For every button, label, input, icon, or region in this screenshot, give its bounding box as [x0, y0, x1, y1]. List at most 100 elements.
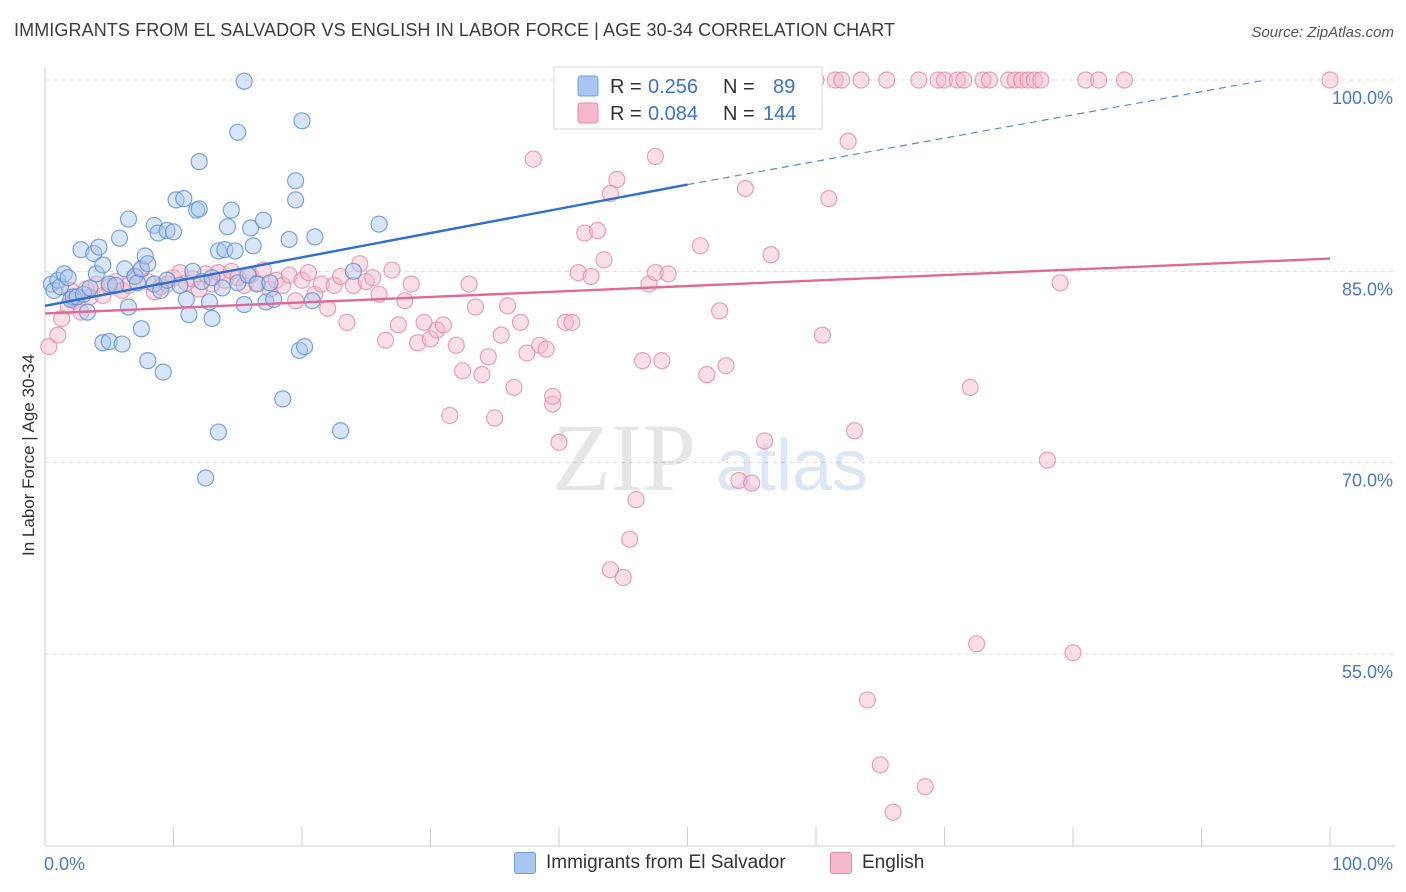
english-point: [582, 267, 600, 286]
english-point: [556, 313, 575, 331]
bottom-legend-el-salvador[interactable]: Immigrants from El Salvador: [514, 852, 786, 874]
el-salvador-point: [90, 238, 108, 256]
legend-r-label-blue: R =: [610, 76, 642, 98]
english-point: [299, 264, 318, 282]
watermark-zip: ZIP: [552, 404, 696, 511]
el-salvador-point: [344, 262, 362, 280]
english-point: [415, 313, 433, 331]
english-point: [691, 237, 709, 255]
english-point: [389, 316, 407, 334]
english-point: [884, 803, 902, 821]
el-salvador-point: [261, 274, 279, 292]
el-salvador-point: [139, 352, 157, 370]
el-salvador-point: [229, 123, 247, 141]
el-salvador-point: [203, 309, 221, 328]
correlation-legend: R = 0.256 N = 89 R = 0.084 N = 144: [553, 66, 823, 130]
english-point: [1000, 71, 1018, 89]
english-point: [621, 530, 639, 548]
english-point: [537, 340, 555, 358]
el-salvador-point: [280, 230, 298, 249]
english-point: [563, 313, 581, 331]
english-point: [601, 561, 620, 579]
english-point: [338, 313, 356, 331]
chart-title: IMMIGRANTS FROM EL SALVADOR VS ENGLISH I…: [14, 20, 896, 40]
english-point: [511, 313, 530, 331]
y-tick-label: 85.0%: [1342, 279, 1393, 299]
legend-n-label-pink: N =: [723, 103, 755, 125]
english-point: [711, 302, 729, 320]
legend-swatch-pink: [577, 102, 599, 124]
english-point: [948, 71, 966, 89]
english-point: [858, 691, 877, 709]
el-salvador-point: [274, 390, 292, 408]
el-salvador-point: [209, 423, 228, 441]
english-point: [826, 71, 844, 89]
el-salvador-point: [177, 290, 195, 308]
english-point: [730, 471, 748, 490]
english-point: [653, 352, 671, 370]
english-point: [916, 778, 934, 796]
english-point: [833, 71, 851, 89]
el-salvador-point: [295, 337, 314, 356]
legend-swatch-blue: [577, 75, 599, 97]
el-salvador-point: [100, 332, 118, 351]
english-point: [878, 71, 896, 89]
axes: [44, 68, 1395, 847]
english-point: [402, 275, 420, 293]
y-tick-labels: 55.0% 70.0% 85.0% 100.0%: [1332, 88, 1393, 682]
english-point: [1064, 644, 1082, 662]
english-point: [344, 276, 362, 294]
el-salvador-point: [139, 255, 157, 273]
english-point: [486, 409, 504, 427]
english-point: [736, 179, 754, 198]
el-salvador-point: [100, 275, 118, 293]
english-points: [40, 71, 1339, 821]
el-salvador-point: [209, 242, 228, 260]
el-salvador-point: [154, 363, 172, 381]
el-salvador-point: [180, 306, 198, 324]
x-tick-label: 0.0%: [44, 854, 85, 874]
english-point: [968, 635, 986, 653]
english-point: [479, 348, 497, 366]
english-point: [1115, 71, 1134, 89]
english-point: [717, 357, 735, 375]
bottom-legend-label-english: English: [862, 852, 925, 873]
english-point: [955, 71, 973, 89]
y-tick-label: 70.0%: [1342, 471, 1393, 491]
english-point: [608, 170, 626, 189]
english-point: [588, 221, 607, 240]
english-point: [492, 326, 510, 344]
el-salvador-point: [175, 190, 193, 208]
english-point: [576, 224, 594, 242]
english-point: [524, 150, 542, 168]
english-point: [274, 276, 292, 294]
english-point: [434, 316, 452, 334]
english-point: [1038, 451, 1056, 469]
el-salvador-point: [119, 210, 138, 228]
english-point: [659, 265, 677, 283]
english-point: [1090, 71, 1108, 89]
english-point: [910, 71, 928, 89]
english-point: [383, 261, 401, 279]
english-point: [1019, 71, 1037, 89]
el-salvador-point: [110, 229, 129, 247]
english-point: [595, 251, 613, 269]
el-salvador-point: [94, 334, 112, 352]
bottom-legend-english[interactable]: English: [830, 852, 924, 874]
el-salvador-point: [244, 237, 262, 255]
english-point: [261, 280, 279, 298]
english-point: [518, 344, 536, 362]
legend-n-value-blue: 89: [773, 76, 795, 98]
el-salvador-point: [72, 241, 90, 259]
el-salvador-point: [293, 112, 311, 130]
english-point: [1051, 274, 1069, 292]
el-salvador-point: [94, 256, 112, 274]
y-tick-label: 55.0%: [1342, 662, 1393, 682]
english-point: [396, 292, 414, 310]
legend-r-label-pink: R =: [610, 103, 642, 125]
el-salvador-point: [158, 221, 176, 240]
chart-source: Source: ZipAtlas.com: [1251, 24, 1394, 41]
english-point: [441, 406, 459, 425]
el-salvador-point: [213, 279, 231, 297]
